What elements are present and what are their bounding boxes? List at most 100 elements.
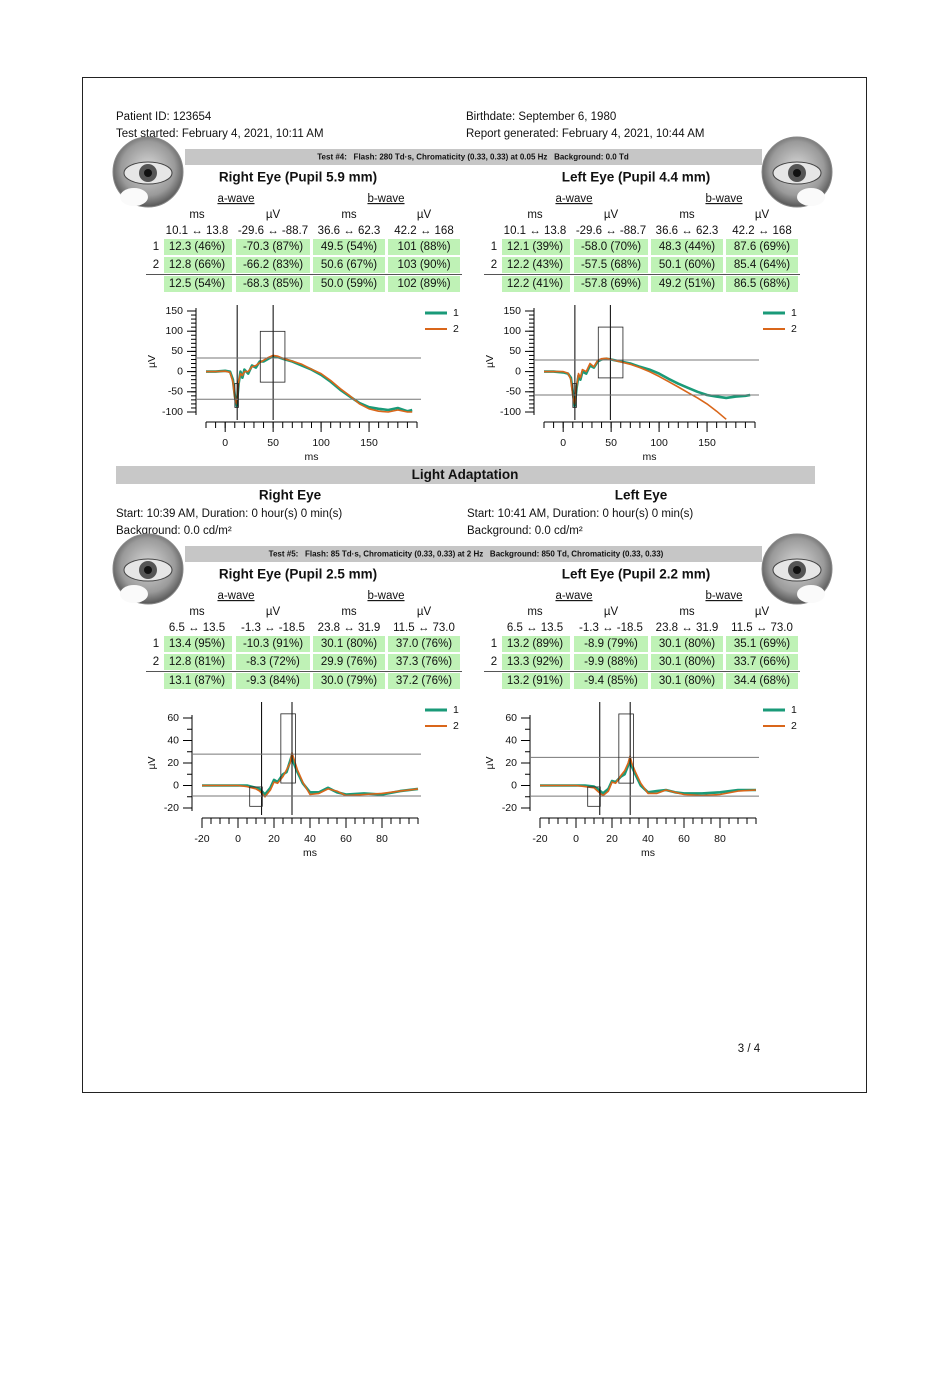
y-tick-label: 0: [173, 779, 179, 791]
test-bar: [185, 149, 762, 165]
x-tick-label: 50: [267, 437, 279, 449]
x-axis-label: ms: [643, 451, 657, 463]
trace: [540, 755, 757, 797]
column-header: ms: [679, 606, 695, 618]
y-tick-label: 0: [511, 779, 517, 791]
cell: 29.9 (76%): [321, 656, 377, 668]
row-label: 1: [153, 638, 159, 650]
cell: 50.1 (60%): [659, 259, 715, 271]
average-cell: -68.3 (85%): [243, 278, 303, 290]
cell: 13.2 (89%): [507, 638, 563, 650]
y-tick-label: -100: [500, 406, 521, 418]
cell: 101 (88%): [397, 241, 450, 253]
report-generated: Report generated: February 4, 2021, 10:4…: [466, 128, 704, 140]
x-tick-label: 100: [650, 437, 668, 449]
wave-group: a-wave: [555, 193, 592, 205]
average-cell: 13.1 (87%): [169, 675, 225, 687]
range-cell: -1.3 ↔ -18.5: [579, 622, 643, 634]
legend-label: 1: [791, 307, 797, 319]
y-tick-label: 60: [505, 712, 517, 724]
cell: 12.2 (43%): [507, 259, 563, 271]
eye-title: Left Eye: [615, 488, 668, 503]
y-tick-label: 50: [509, 345, 521, 357]
cell: 35.1 (69%): [734, 638, 790, 650]
cell-bg: [164, 257, 232, 273]
y-tick-label: -20: [502, 802, 517, 814]
reflex: [797, 188, 825, 206]
patient-id: Patient ID: 123654: [116, 111, 212, 123]
cell: -57.5 (68%): [581, 259, 641, 271]
y-tick-label: -50: [506, 386, 521, 398]
cell-bg: [651, 239, 723, 255]
range-cell: 6.5 ↔ 13.5: [507, 622, 563, 634]
x-axis-label: ms: [303, 847, 317, 859]
cell-bg: [388, 239, 460, 255]
range-cell: 36.6 ↔ 62.3: [318, 225, 381, 237]
cell: 12.1 (39%): [507, 241, 563, 253]
cell-bg: [388, 654, 460, 670]
cell-bg: [574, 276, 648, 292]
column-header: µV: [417, 606, 432, 618]
y-tick-label: 40: [167, 734, 179, 746]
range-cell: 10.1 ↔ 13.8: [166, 225, 229, 237]
cell-bg: [726, 257, 798, 273]
test-started: Test started: February 4, 2021, 10:11 AM: [116, 128, 324, 140]
cell-bg: [236, 673, 310, 689]
row-label: 1: [491, 241, 497, 253]
y-tick-label: -20: [164, 802, 179, 814]
cell-bg: [388, 276, 460, 292]
cell-bg: [651, 636, 723, 652]
eye-photo: [112, 533, 184, 605]
cell-bg: [574, 257, 648, 273]
x-tick-label: 50: [605, 437, 617, 449]
cell-bg: [502, 257, 570, 273]
range-cell: 11.5 ↔ 73.0: [731, 622, 793, 634]
row-label: 1: [153, 241, 159, 253]
cell-bg: [726, 276, 798, 292]
eye-images: [112, 136, 833, 605]
a-wave-window: [572, 383, 577, 408]
eye-photo: [112, 136, 184, 208]
range-cell: 10.1 ↔ 13.8: [504, 225, 567, 237]
wave-group: b-wave: [705, 193, 742, 205]
range-cell: 11.5 ↔ 73.0: [393, 622, 455, 634]
pupil: [144, 566, 152, 574]
cell: 49.5 (54%): [321, 241, 377, 253]
average-cell: 30.1 (80%): [659, 675, 715, 687]
cell-bg: [502, 239, 570, 255]
column-header: ms: [189, 209, 205, 221]
average-cell: 49.2 (51%): [659, 278, 715, 290]
cell-bg: [502, 276, 570, 292]
cell-bg: [164, 636, 232, 652]
cell: -8.3 (72%): [246, 656, 300, 668]
average-cell: 13.2 (91%): [507, 675, 563, 687]
cell-bg: [164, 654, 232, 670]
pupil: [793, 169, 801, 177]
page-border: [82, 77, 867, 1093]
average-cell: -9.4 (85%): [584, 675, 638, 687]
y-axis-label: µV: [146, 756, 158, 769]
cell: 33.7 (66%): [734, 656, 790, 668]
b-wave-window: [597, 326, 624, 379]
cell: 50.6 (67%): [321, 259, 377, 271]
column-header: µV: [604, 606, 619, 618]
range-cell: 6.5 ↔ 13.5: [169, 622, 225, 634]
legend-label: 1: [453, 307, 459, 319]
cell-bg: [313, 257, 385, 273]
column-header: µV: [604, 209, 619, 221]
row-label: 2: [153, 656, 159, 668]
cell-bg: [726, 673, 798, 689]
cell-bg: [388, 636, 460, 652]
b-wave-window: [618, 713, 634, 784]
reflex: [797, 585, 825, 603]
cell: -58.0 (70%): [581, 241, 641, 253]
cell-bg: [726, 654, 798, 670]
eye-title: Left Eye (Pupil 4.4 mm): [562, 170, 711, 185]
background: Background: 0.0 cd/m²: [467, 525, 583, 537]
y-tick-label: 20: [505, 757, 517, 769]
a-wave-window: [587, 786, 601, 807]
column-header: ms: [527, 606, 543, 618]
column-header: ms: [679, 209, 695, 221]
y-axis-label: µV: [484, 756, 496, 769]
